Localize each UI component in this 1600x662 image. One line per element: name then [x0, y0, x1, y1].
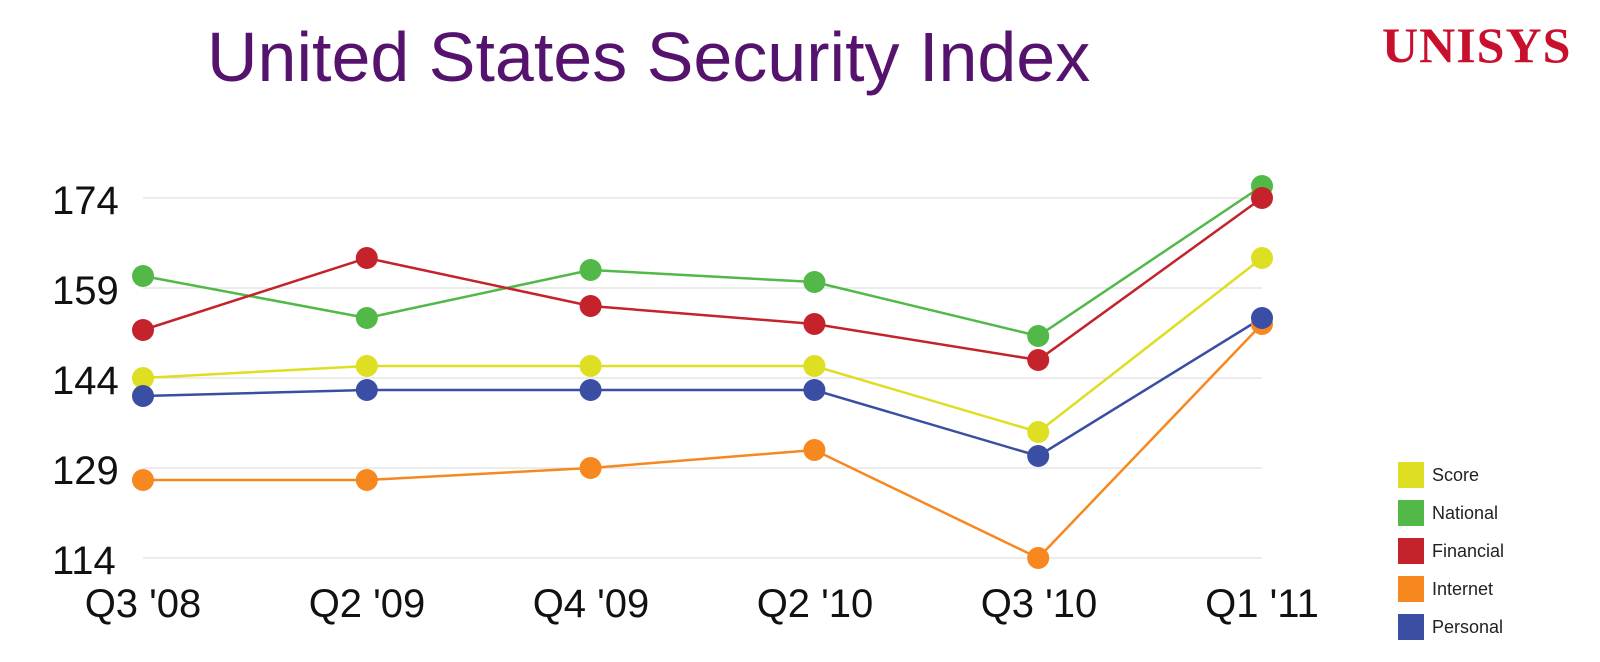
data-point-internet — [579, 457, 602, 479]
data-point-score — [355, 355, 378, 377]
series-line-financial — [142, 196, 1263, 362]
y-tick-label: 114 — [52, 539, 116, 583]
data-point-internet — [132, 469, 154, 491]
series-line-national — [142, 184, 1263, 338]
legend-label: Financial — [1432, 540, 1505, 561]
legend-swatch — [1398, 538, 1424, 564]
legend-item-national: National — [1398, 500, 1504, 526]
legend-item-score: Score — [1398, 462, 1504, 488]
data-point-internet — [803, 439, 826, 461]
data-point-national — [579, 259, 602, 281]
data-point-score — [579, 355, 602, 377]
data-point-internet — [1027, 547, 1050, 569]
data-point-personal — [803, 379, 826, 401]
chart-title: United States Security Index — [207, 18, 1091, 96]
data-point-financial — [1251, 187, 1273, 209]
chart-legend: Score National Financial Internet Person… — [1398, 462, 1504, 652]
data-point-personal — [355, 379, 378, 401]
data-point-score — [1251, 247, 1273, 269]
data-point-internet — [355, 469, 378, 491]
y-tick-label: 144 — [52, 359, 119, 403]
data-point-personal — [1251, 307, 1273, 329]
data-point-personal — [1027, 445, 1050, 467]
x-tick-label: Q3 '10 — [980, 582, 1098, 626]
data-point-financial — [132, 319, 154, 341]
data-point-personal — [579, 379, 602, 401]
x-tick-label: Q2 '09 — [308, 582, 426, 626]
legend-label: National — [1432, 502, 1499, 523]
legend-label: Internet — [1432, 578, 1494, 599]
legend-swatch — [1398, 576, 1424, 602]
data-point-financial — [1027, 349, 1050, 371]
y-tick-label: 159 — [52, 269, 119, 313]
legend-item-personal: Personal — [1398, 614, 1504, 640]
x-tick-label: Q2 '10 — [756, 582, 874, 626]
legend-swatch — [1398, 500, 1424, 526]
y-tick-label: 129 — [52, 449, 119, 493]
data-point-financial — [355, 247, 378, 269]
x-tick-label: Q3 '08 — [84, 582, 202, 626]
data-point-score — [1027, 421, 1050, 443]
legend-label: Personal — [1432, 616, 1504, 637]
data-point-national — [132, 265, 154, 287]
data-point-national — [355, 307, 378, 329]
data-point-national — [803, 271, 826, 293]
data-point-score — [803, 355, 826, 377]
data-point-financial — [803, 313, 826, 335]
series-line-personal — [142, 316, 1263, 458]
series-line-score — [142, 257, 1263, 434]
data-point-financial — [579, 295, 602, 317]
data-point-personal — [132, 385, 154, 407]
legend-item-financial: Financial — [1398, 538, 1504, 564]
y-tick-label: 174 — [52, 179, 119, 223]
series-line-internet — [143, 323, 1263, 560]
data-point-score — [132, 367, 154, 389]
x-tick-label: Q4 '09 — [532, 582, 650, 626]
legend-swatch — [1398, 462, 1424, 488]
x-tick-label: Q1 '11 — [1205, 582, 1319, 626]
unisys-logo: UNISYS — [1382, 17, 1572, 73]
legend-swatch — [1398, 614, 1424, 640]
data-point-national — [1027, 325, 1050, 347]
legend-label: Score — [1432, 464, 1480, 485]
legend-item-internet: Internet — [1398, 576, 1504, 602]
